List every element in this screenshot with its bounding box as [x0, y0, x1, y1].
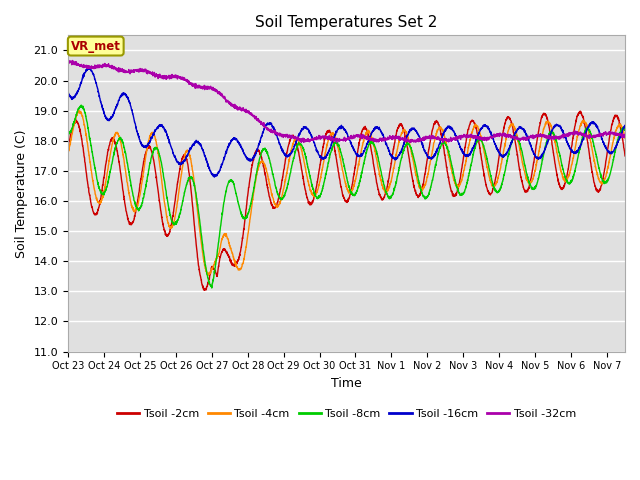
- Text: VR_met: VR_met: [71, 39, 121, 53]
- Y-axis label: Soil Temperature (C): Soil Temperature (C): [15, 129, 28, 258]
- X-axis label: Time: Time: [331, 377, 362, 390]
- Title: Soil Temperatures Set 2: Soil Temperatures Set 2: [255, 15, 438, 30]
- Legend: Tsoil -2cm, Tsoil -4cm, Tsoil -8cm, Tsoil -16cm, Tsoil -32cm: Tsoil -2cm, Tsoil -4cm, Tsoil -8cm, Tsoi…: [113, 405, 580, 423]
